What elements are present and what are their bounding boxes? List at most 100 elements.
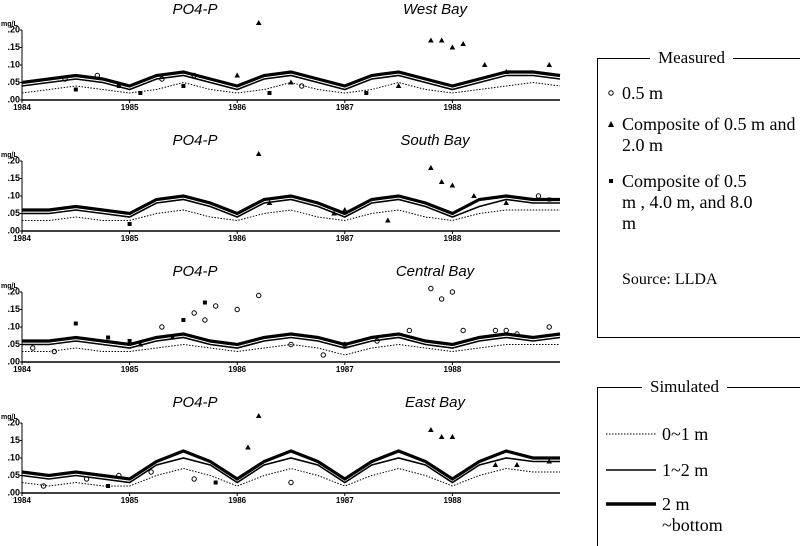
legend-marker	[608, 121, 614, 127]
x-tick-label: 1985	[121, 234, 139, 243]
x-tick-label: 1986	[228, 365, 246, 374]
measured-point	[106, 335, 111, 340]
x-tick-label: 1984	[13, 365, 31, 374]
y-tick-label: .20	[7, 155, 20, 165]
simulated-line	[21, 449, 560, 481]
measured-point	[202, 317, 208, 323]
measured-point	[181, 84, 186, 88]
chart-title: PO4-P	[172, 263, 217, 280]
y-tick-label: .10	[7, 190, 20, 200]
legend-entry: 0~1 m	[606, 424, 708, 445]
x-tick-label: 1987	[336, 365, 354, 374]
y-tick-label: .05	[7, 208, 20, 218]
y-tick-label: .05	[7, 77, 20, 87]
measured-legend: Measured 0.5 m Composite of 0.5 m and 2.…	[597, 48, 800, 338]
measured-point	[255, 151, 262, 156]
measured-point	[535, 193, 542, 199]
measured-point	[213, 480, 218, 485]
simulated-line	[22, 332, 561, 347]
measured-point	[202, 300, 207, 305]
measured-point	[212, 303, 219, 309]
measured-point	[255, 20, 262, 25]
measured-point	[40, 483, 47, 489]
simulated-line	[22, 209, 560, 222]
measured-point	[245, 444, 251, 450]
y-tick-label: .10	[7, 452, 20, 462]
measured-point	[73, 321, 78, 326]
x-tick-label: 1987	[336, 496, 354, 505]
x-tick-label: 1986	[228, 234, 246, 243]
measured-point	[449, 182, 456, 188]
y-tick-label: .00	[7, 356, 20, 366]
measured-point	[256, 292, 262, 299]
chart-subtitle: East Bay	[405, 394, 467, 411]
measured-point	[481, 62, 488, 67]
simulated-line	[22, 343, 560, 356]
x-tick-label: 1988	[444, 234, 462, 243]
chart-subtitle: South Bay	[400, 132, 471, 149]
chart-title: PO4-P	[172, 132, 217, 149]
legend-title: Simulated	[642, 377, 727, 397]
legend-entry: Composite of 0.5 m , 4.0 m, and 8.0 m	[606, 171, 756, 234]
measured-point	[106, 484, 111, 488]
x-tick-label: 1988	[444, 496, 462, 505]
y-tick-label: .05	[7, 470, 20, 480]
measured-point	[460, 41, 466, 46]
measured-point	[342, 207, 348, 212]
simulated-line	[21, 74, 561, 91]
measured-point	[438, 179, 445, 184]
measured-point	[428, 165, 434, 170]
simulated-line	[21, 70, 561, 88]
measured-point	[438, 434, 445, 439]
measured-point	[234, 72, 240, 78]
legend-line	[606, 469, 656, 471]
measured-point	[30, 345, 36, 351]
source-text: Source: LLDA	[622, 271, 718, 288]
measured-point	[267, 91, 272, 95]
x-tick-label: 1988	[444, 365, 462, 374]
measured-point	[191, 476, 197, 482]
legend-title: Measured	[650, 48, 734, 68]
x-tick-label: 1984	[13, 234, 31, 243]
y-tick-label: .10	[7, 59, 20, 69]
measured-point	[546, 62, 553, 67]
measured-point	[438, 37, 445, 43]
x-tick-label: 1985	[121, 496, 139, 505]
x-tick-label: 1988	[444, 103, 462, 112]
simulated-line	[21, 81, 561, 94]
measured-point	[449, 434, 456, 439]
measured-point	[428, 427, 434, 432]
x-tick-label: 1986	[228, 496, 246, 505]
y-tick-label: .05	[7, 339, 20, 349]
chart-title: PO4-P	[172, 394, 217, 411]
x-tick-label: 1984	[13, 496, 31, 505]
legend-line	[606, 502, 656, 506]
legend-label: Composite of 0.5 m , 4.0 m, and 8.0 m	[622, 171, 753, 233]
measured-point	[364, 91, 369, 95]
y-tick-label: .20	[7, 24, 20, 34]
y-axis-label: mg/L	[1, 283, 18, 290]
measured-point	[492, 327, 499, 334]
measured-point	[234, 306, 240, 313]
y-tick-label: .00	[7, 487, 20, 497]
measured-point	[406, 327, 413, 334]
measured-point	[191, 310, 197, 316]
chart-title: PO4-P	[172, 1, 217, 18]
measured-point	[127, 339, 132, 343]
y-tick-label: 15	[10, 435, 20, 445]
y-tick-label: .15	[7, 173, 20, 183]
x-tick-label: 1985	[121, 103, 139, 112]
legend-label: 0.5 m	[622, 83, 664, 103]
chart-subtitle: Central Bay	[396, 263, 476, 280]
y-axis-label: mg/L	[1, 414, 18, 421]
legend-entry: 2 m ~bottom	[606, 494, 726, 536]
y-axis-label: mg/L	[1, 152, 18, 159]
legend-line	[606, 433, 656, 435]
x-tick-label: 1985	[121, 365, 139, 374]
simulated-line	[22, 198, 560, 218]
chart-subtitle: West Bay	[403, 1, 468, 18]
simulated-legend: Simulated 0~1 m 1~2 m 2 m ~bottom	[597, 377, 800, 546]
measured-point	[320, 352, 326, 358]
simulated-line	[21, 467, 560, 487]
